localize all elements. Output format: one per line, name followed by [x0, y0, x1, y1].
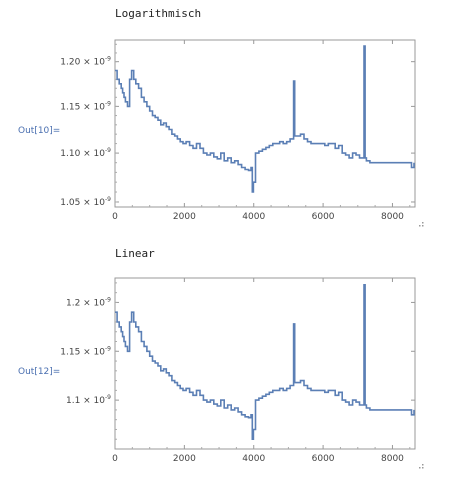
resize-grip-dot-linear — [422, 464, 424, 466]
x-tick-label-log-4: 8000 — [381, 212, 404, 222]
x-tick-label-linear-4: 8000 — [381, 454, 404, 464]
x-tick-label-log-0: 0 — [112, 212, 118, 222]
cell-title-linear: Linear — [115, 247, 155, 260]
x-tick-label-log-2: 4000 — [242, 212, 265, 222]
y-tick-label-log-3: 1.20 × 10-9 — [60, 56, 111, 68]
resize-grip-dot-linear — [419, 467, 421, 469]
y-tick-label-log-1: 1.10 × 10-9 — [60, 147, 111, 159]
out-label-log: Out[10]= — [18, 126, 61, 136]
x-tick-label-linear-0: 0 — [112, 454, 118, 464]
resize-grip-dot-log — [419, 225, 421, 227]
y-tick-label-linear-1: 1.15 × 10-9 — [60, 345, 111, 357]
out-label-linear: Out[12]= — [18, 367, 61, 377]
resize-grip-dot-linear — [422, 467, 424, 469]
series-line-linear — [115, 284, 415, 440]
resize-grip-dot-log — [422, 225, 424, 227]
y-tick-label-linear-0: 1.1 × 10-9 — [66, 394, 111, 406]
x-tick-label-linear-1: 2000 — [173, 454, 196, 464]
x-tick-label-log-1: 2000 — [173, 212, 196, 222]
x-tick-label-linear-2: 4000 — [242, 454, 265, 464]
x-tick-label-log-3: 6000 — [312, 212, 335, 222]
y-tick-label-log-0: 1.05 × 10-9 — [60, 196, 111, 208]
x-tick-label-linear-3: 6000 — [312, 454, 335, 464]
plot-frame-log — [114, 39, 416, 208]
resize-grip-dot-log — [422, 222, 424, 224]
plot-frame-linear — [114, 277, 416, 450]
y-tick-label-log-2: 1.15 × 10-9 — [60, 100, 111, 112]
cell-title-log: Logarithmisch — [115, 7, 202, 20]
y-tick-label-linear-2: 1.2 × 10-9 — [66, 296, 111, 308]
series-line-log — [115, 45, 415, 193]
